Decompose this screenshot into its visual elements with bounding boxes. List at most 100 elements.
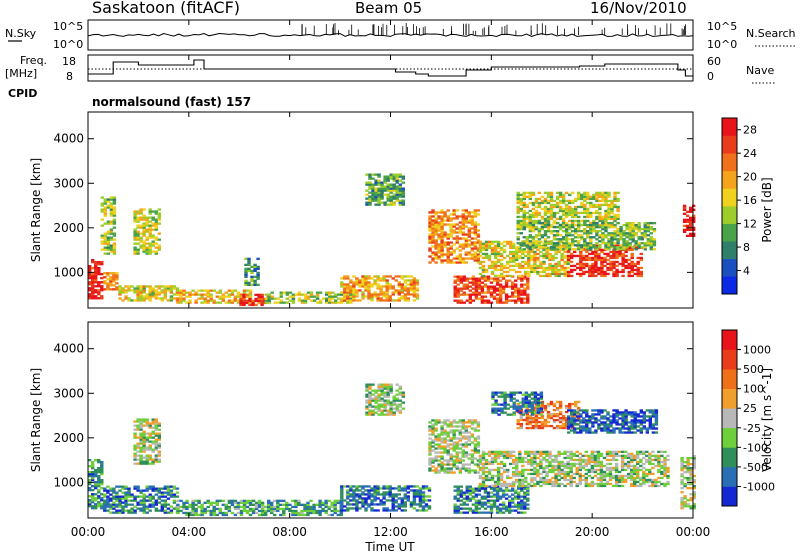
data-cell bbox=[421, 505, 426, 508]
data-cell bbox=[571, 219, 575, 223]
data-cell bbox=[574, 230, 578, 233]
data-cell bbox=[446, 471, 450, 474]
data-cell bbox=[109, 202, 114, 205]
data-cell bbox=[306, 295, 311, 298]
data-cell bbox=[276, 505, 280, 509]
data-cell bbox=[473, 257, 478, 260]
data-cell bbox=[440, 219, 444, 222]
data-cell bbox=[251, 299, 255, 303]
data-cell bbox=[502, 470, 507, 474]
data-cell bbox=[388, 287, 392, 290]
data-cell bbox=[489, 505, 494, 508]
data-cell bbox=[449, 469, 453, 472]
data-cell bbox=[224, 505, 228, 509]
data-cell bbox=[412, 279, 417, 282]
data-cell bbox=[464, 211, 468, 214]
data-cell bbox=[583, 205, 587, 209]
data-cell bbox=[458, 457, 462, 460]
data-cell bbox=[604, 215, 608, 219]
freq-tick-top: 18 bbox=[62, 55, 76, 68]
data-cell bbox=[91, 493, 95, 496]
data-cell bbox=[121, 497, 125, 500]
data-cell bbox=[151, 501, 155, 504]
data-cell bbox=[453, 505, 457, 508]
data-cell bbox=[103, 200, 107, 203]
data-cell bbox=[148, 287, 152, 290]
data-cell bbox=[282, 511, 286, 515]
data-cell bbox=[221, 293, 225, 296]
data-cell bbox=[615, 264, 619, 268]
data-cell bbox=[91, 291, 95, 294]
data-cell bbox=[401, 193, 405, 196]
data-cell bbox=[373, 291, 377, 294]
data-cell bbox=[412, 291, 417, 294]
data-cell bbox=[580, 193, 584, 196]
data-cell bbox=[543, 234, 548, 237]
data-cell bbox=[103, 208, 107, 211]
data-cell bbox=[376, 277, 380, 280]
data-cell bbox=[385, 291, 389, 294]
data-cell bbox=[206, 289, 210, 292]
data-cell bbox=[368, 181, 372, 184]
data-cell bbox=[142, 495, 146, 498]
data-cell bbox=[520, 277, 524, 280]
data-cell bbox=[279, 503, 283, 506]
data-cell bbox=[481, 480, 486, 484]
data-cell bbox=[533, 264, 537, 268]
data-cell bbox=[514, 489, 518, 492]
data-cell bbox=[616, 238, 620, 241]
data-cell bbox=[533, 270, 537, 274]
data-cell bbox=[94, 483, 98, 486]
data-cell bbox=[88, 281, 92, 284]
data-cell bbox=[106, 230, 111, 233]
data-cell bbox=[545, 266, 549, 270]
data-cell bbox=[346, 295, 350, 298]
data-cell bbox=[478, 468, 483, 472]
data-cell bbox=[459, 277, 463, 280]
data-cell bbox=[176, 499, 180, 502]
data-cell bbox=[142, 424, 146, 427]
data-cell bbox=[487, 470, 492, 474]
data-cell bbox=[94, 261, 98, 264]
data-cell bbox=[401, 395, 405, 398]
data-cell bbox=[592, 236, 596, 239]
data-cell bbox=[440, 217, 444, 220]
data-cell bbox=[591, 274, 595, 278]
data-cell bbox=[368, 195, 372, 198]
data-cell bbox=[520, 501, 524, 504]
data-cell bbox=[477, 501, 482, 504]
data-cell bbox=[349, 287, 353, 290]
data-cell bbox=[367, 505, 371, 508]
data-cell bbox=[130, 499, 134, 502]
data-cell bbox=[349, 485, 353, 488]
data-cell bbox=[424, 509, 429, 512]
data-cell bbox=[579, 272, 583, 276]
data-cell bbox=[106, 248, 111, 251]
data-cell bbox=[443, 439, 447, 442]
data-cell bbox=[458, 437, 462, 440]
data-cell bbox=[431, 221, 435, 224]
data-cell bbox=[610, 205, 614, 209]
data-cell bbox=[148, 212, 152, 215]
data-cell bbox=[563, 262, 567, 266]
data-cell bbox=[260, 301, 264, 305]
data-cell bbox=[517, 295, 521, 298]
data-cell bbox=[519, 209, 523, 213]
data-cell bbox=[200, 289, 204, 292]
data-cell bbox=[633, 268, 637, 272]
data-cell bbox=[106, 246, 111, 249]
data-cell bbox=[440, 215, 444, 218]
data-cell bbox=[456, 287, 460, 290]
data-cell bbox=[100, 465, 104, 468]
data-cell bbox=[403, 501, 407, 504]
data-cell bbox=[88, 277, 92, 280]
data-cell bbox=[598, 236, 602, 239]
data-cell bbox=[209, 509, 213, 513]
data-cell bbox=[340, 489, 344, 492]
data-cell bbox=[458, 459, 462, 462]
data-cell bbox=[270, 291, 274, 294]
data-cell bbox=[151, 234, 155, 237]
data-cell bbox=[358, 493, 362, 496]
data-cell bbox=[124, 503, 128, 506]
data-cell bbox=[604, 195, 608, 198]
